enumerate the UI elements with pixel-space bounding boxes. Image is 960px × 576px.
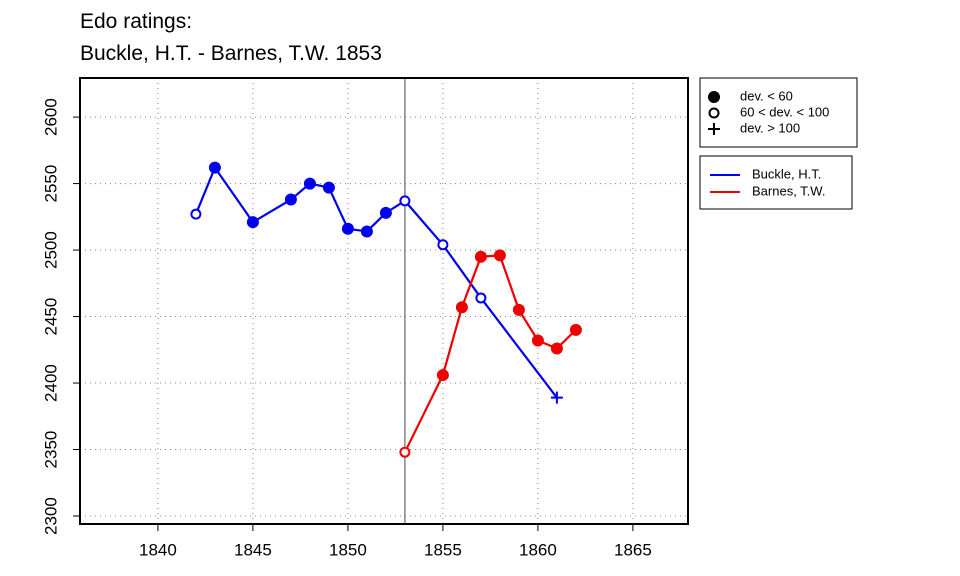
legend-label: dev. < 60: [740, 88, 793, 103]
data-point: [399, 195, 411, 207]
y-tick-label: 2550: [41, 165, 60, 203]
y-tick-label: 2350: [41, 431, 60, 469]
data-point: [379, 206, 392, 219]
y-tick-label: 2600: [41, 98, 60, 136]
series-line: [403, 254, 577, 453]
legend-label: Buckle, H.T.: [752, 166, 821, 181]
data-point: [303, 177, 316, 190]
data-point: [360, 225, 373, 238]
marker-legend-box: [699, 77, 858, 148]
legend-marker: [708, 107, 720, 119]
data-point: [474, 250, 487, 263]
x-tick-label: 1845: [234, 540, 272, 559]
x-tick-label: 1865: [614, 540, 652, 559]
data-point: [475, 292, 487, 304]
y-tick-label: 2300: [41, 497, 60, 535]
data-point: [455, 301, 468, 314]
x-tick-label: 1860: [519, 540, 557, 559]
data-point: [246, 216, 259, 229]
data-point: [437, 239, 449, 251]
data-point: [436, 369, 449, 382]
plot-frame: [79, 77, 689, 525]
data-point: [531, 334, 544, 347]
y-tick-label: 2500: [41, 231, 60, 269]
y-tick-label: 2450: [41, 298, 60, 336]
series-legend-box: [699, 155, 853, 210]
x-tick-label: 1850: [329, 540, 367, 559]
data-point: [550, 391, 563, 404]
data-point: [399, 446, 411, 458]
data-point: [550, 342, 563, 355]
legend-label: 60 < dev. < 100: [740, 104, 829, 119]
y-tick-label: 2400: [41, 364, 60, 402]
chart-title: Edo ratings:: [80, 10, 192, 33]
data-point: [569, 323, 582, 336]
x-tick-label: 1855: [424, 540, 462, 559]
x-tick-label: 1840: [139, 540, 177, 559]
data-point: [208, 161, 221, 174]
legend-label: dev. > 100: [740, 120, 800, 135]
legend-marker: [708, 91, 720, 103]
data-point: [341, 222, 354, 235]
data-point: [493, 249, 506, 262]
series-line: [194, 165, 558, 399]
data-point: [190, 208, 202, 220]
data-point: [284, 193, 297, 206]
legend-label: Barnes, T.W.: [752, 183, 825, 198]
legend-marker: [708, 123, 720, 135]
data-point: [322, 181, 335, 194]
chart-subtitle: Buckle, H.T. - Barnes, T.W. 1853: [80, 42, 382, 65]
data-point: [512, 303, 525, 316]
